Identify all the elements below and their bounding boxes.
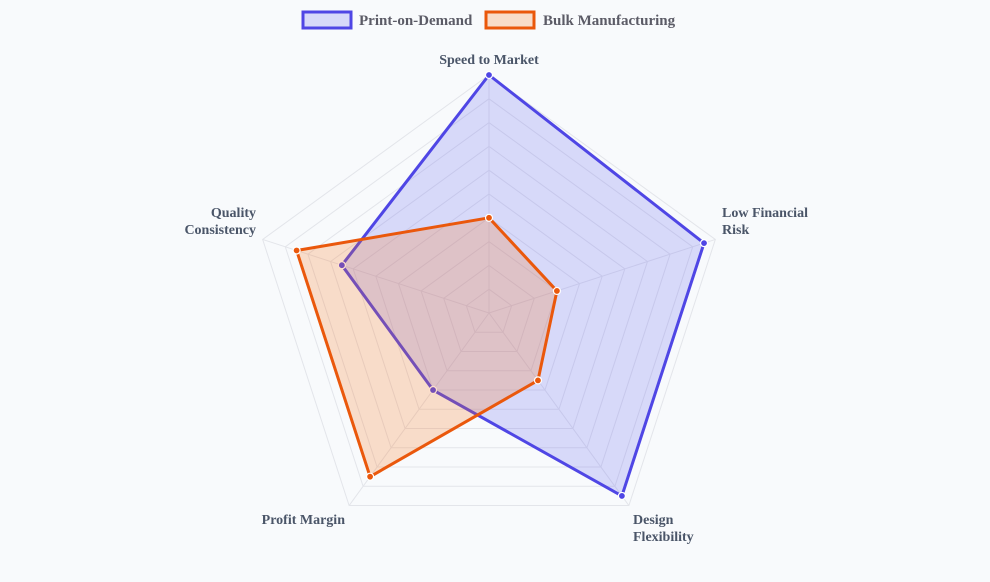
axis-label-2: Low Financial Risk xyxy=(722,206,808,238)
series-print-on-demand xyxy=(337,70,709,501)
axis-label-4-line-1: Profit Margin xyxy=(262,513,346,528)
axis-label-1: Speed to Market xyxy=(439,53,539,68)
axis-label-4: Profit Margin xyxy=(262,513,346,528)
data-point-bulk-manufacturing-1[interactable] xyxy=(484,213,494,222)
axis-label-3-line-2: Flexibility xyxy=(633,530,694,545)
legend-swatch-bulk-manufacturing xyxy=(484,10,536,30)
grid-ring-8 xyxy=(307,121,671,468)
data-point-bulk-manufacturing-5[interactable] xyxy=(292,246,301,255)
grid-spoke-2 xyxy=(488,238,716,314)
axis-label-3-line-1: Design xyxy=(633,513,674,528)
axis-label-5-line-1: Quality xyxy=(211,206,256,221)
legend-swatch-print-on-demand xyxy=(301,10,353,30)
grid-ring-7 xyxy=(329,145,649,449)
axis-label-5-line-2: Consistency xyxy=(184,223,256,238)
data-point-print-on-demand-2[interactable] xyxy=(699,239,709,248)
legend-label-print-on-demand: Print-on-Demand xyxy=(359,13,473,29)
data-point-print-on-demand-5[interactable] xyxy=(337,261,346,270)
axis-label-5: Quality Consistency xyxy=(184,206,256,238)
grid-ring-9 xyxy=(284,98,694,487)
series-area-bulk-manufacturing xyxy=(295,216,559,479)
legend[interactable]: Print-on-Demand Bulk Manufacturing xyxy=(301,10,676,30)
axis-labels: Speed to Market Low Financial Risk Design Fl… xyxy=(184,53,808,545)
grid-ring-3 xyxy=(420,240,558,372)
legend-label-bulk-manufacturing: Bulk Manufacturing xyxy=(543,13,676,29)
axis-label-1-line-1: Speed to Market xyxy=(439,53,539,68)
radar-series xyxy=(292,70,709,501)
data-point-bulk-manufacturing-3[interactable] xyxy=(533,376,543,385)
data-point-bulk-manufacturing-4[interactable] xyxy=(365,472,375,481)
legend-item-bulk-manufacturing[interactable]: Bulk Manufacturing xyxy=(484,10,676,30)
grid-ring-10 xyxy=(262,74,716,507)
grid-ring-2 xyxy=(443,264,535,353)
data-point-print-on-demand-4[interactable] xyxy=(428,385,438,395)
series-area-print-on-demand xyxy=(340,73,706,498)
grid-ring-4 xyxy=(397,217,581,391)
data-point-print-on-demand-3[interactable] xyxy=(617,491,626,501)
grid-ring-1 xyxy=(465,288,513,333)
axis-label-2-line-2: Risk xyxy=(722,223,749,238)
data-point-bulk-manufacturing-2[interactable] xyxy=(552,286,562,296)
axis-label-2-line-1: Low Financial xyxy=(722,206,808,221)
legend-item-print-on-demand[interactable]: Print-on-Demand xyxy=(301,10,473,30)
data-point-print-on-demand-1[interactable] xyxy=(484,70,494,80)
series-bulk-manufacturing xyxy=(292,213,562,481)
grid-ring-6 xyxy=(352,169,626,430)
axis-label-3: Design Flexibility xyxy=(633,513,694,545)
grid-spoke-3 xyxy=(488,312,630,506)
